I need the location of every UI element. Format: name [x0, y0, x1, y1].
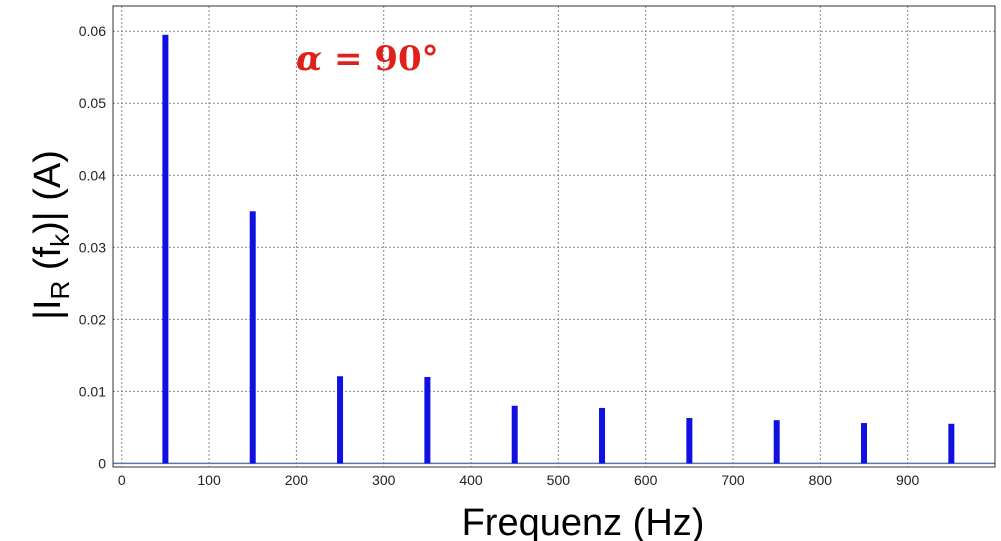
- bar: [249, 211, 256, 464]
- y-axis-title-main: |I: [27, 299, 69, 319]
- y-tick-label: 0.05: [79, 95, 106, 111]
- bar: [599, 407, 606, 464]
- plot-frame: [112, 5, 996, 468]
- bar: [424, 376, 431, 464]
- grid: [113, 6, 995, 467]
- y-tick-label: 0.03: [79, 239, 106, 255]
- y-tick-label: 0.04: [79, 167, 106, 183]
- x-tick-label: 600: [634, 472, 658, 488]
- y-axis-title: |IR (fk)| (A): [27, 150, 75, 320]
- y-axis-title-mid: (f: [27, 246, 69, 280]
- x-tick-label: 100: [197, 472, 221, 488]
- y-tick-label: 0: [98, 455, 106, 471]
- y-tick-label: 0.02: [79, 311, 106, 327]
- bar: [162, 34, 169, 464]
- x-axis-title: Frequenz (Hz): [462, 502, 705, 541]
- alpha-value: = 90°: [322, 39, 438, 79]
- y-axis-title-tail: )| (A): [27, 150, 69, 234]
- x-tick-label: 500: [547, 472, 571, 488]
- x-tick-label: 0: [118, 472, 126, 488]
- alpha-symbol: α: [296, 39, 322, 79]
- x-tick-label: 300: [372, 472, 396, 488]
- bar-series: [113, 34, 995, 465]
- y-tick-label: 0.06: [79, 23, 106, 39]
- x-tick-label: 400: [459, 472, 483, 488]
- y-axis-title-sub2: k: [45, 233, 75, 247]
- y-axis-title-sub: R: [45, 281, 75, 300]
- bar: [511, 405, 518, 464]
- bar: [861, 423, 868, 464]
- x-tick-label: 900: [896, 472, 920, 488]
- x-tick-label: 700: [721, 472, 745, 488]
- bar: [337, 376, 344, 464]
- alpha-annotation: α = 90°: [296, 39, 439, 79]
- bar: [948, 423, 955, 464]
- x-tick-label: 800: [809, 472, 833, 488]
- y-tick-label: 0.01: [79, 383, 106, 399]
- x-tick-label: 200: [285, 472, 309, 488]
- bar: [773, 420, 780, 464]
- bar: [686, 418, 693, 464]
- tick-labels: 0 100 200 300 400 500 600 700 800 900 0 0.01 0.02 0.0…: [79, 23, 920, 488]
